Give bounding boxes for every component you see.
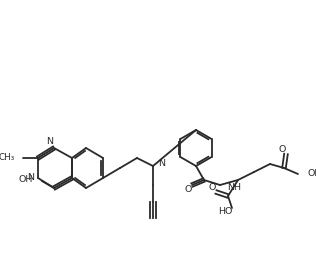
Text: OH: OH [19,175,33,184]
Text: O: O [184,186,192,195]
Text: HO: HO [218,207,232,216]
Text: N: N [27,173,34,182]
Text: CH₃: CH₃ [0,154,15,163]
Text: N: N [158,158,165,167]
Text: OH: OH [307,170,316,179]
Text: O: O [208,182,216,191]
Text: O: O [278,144,286,154]
Text: N: N [46,138,53,147]
Text: NH: NH [227,182,241,191]
